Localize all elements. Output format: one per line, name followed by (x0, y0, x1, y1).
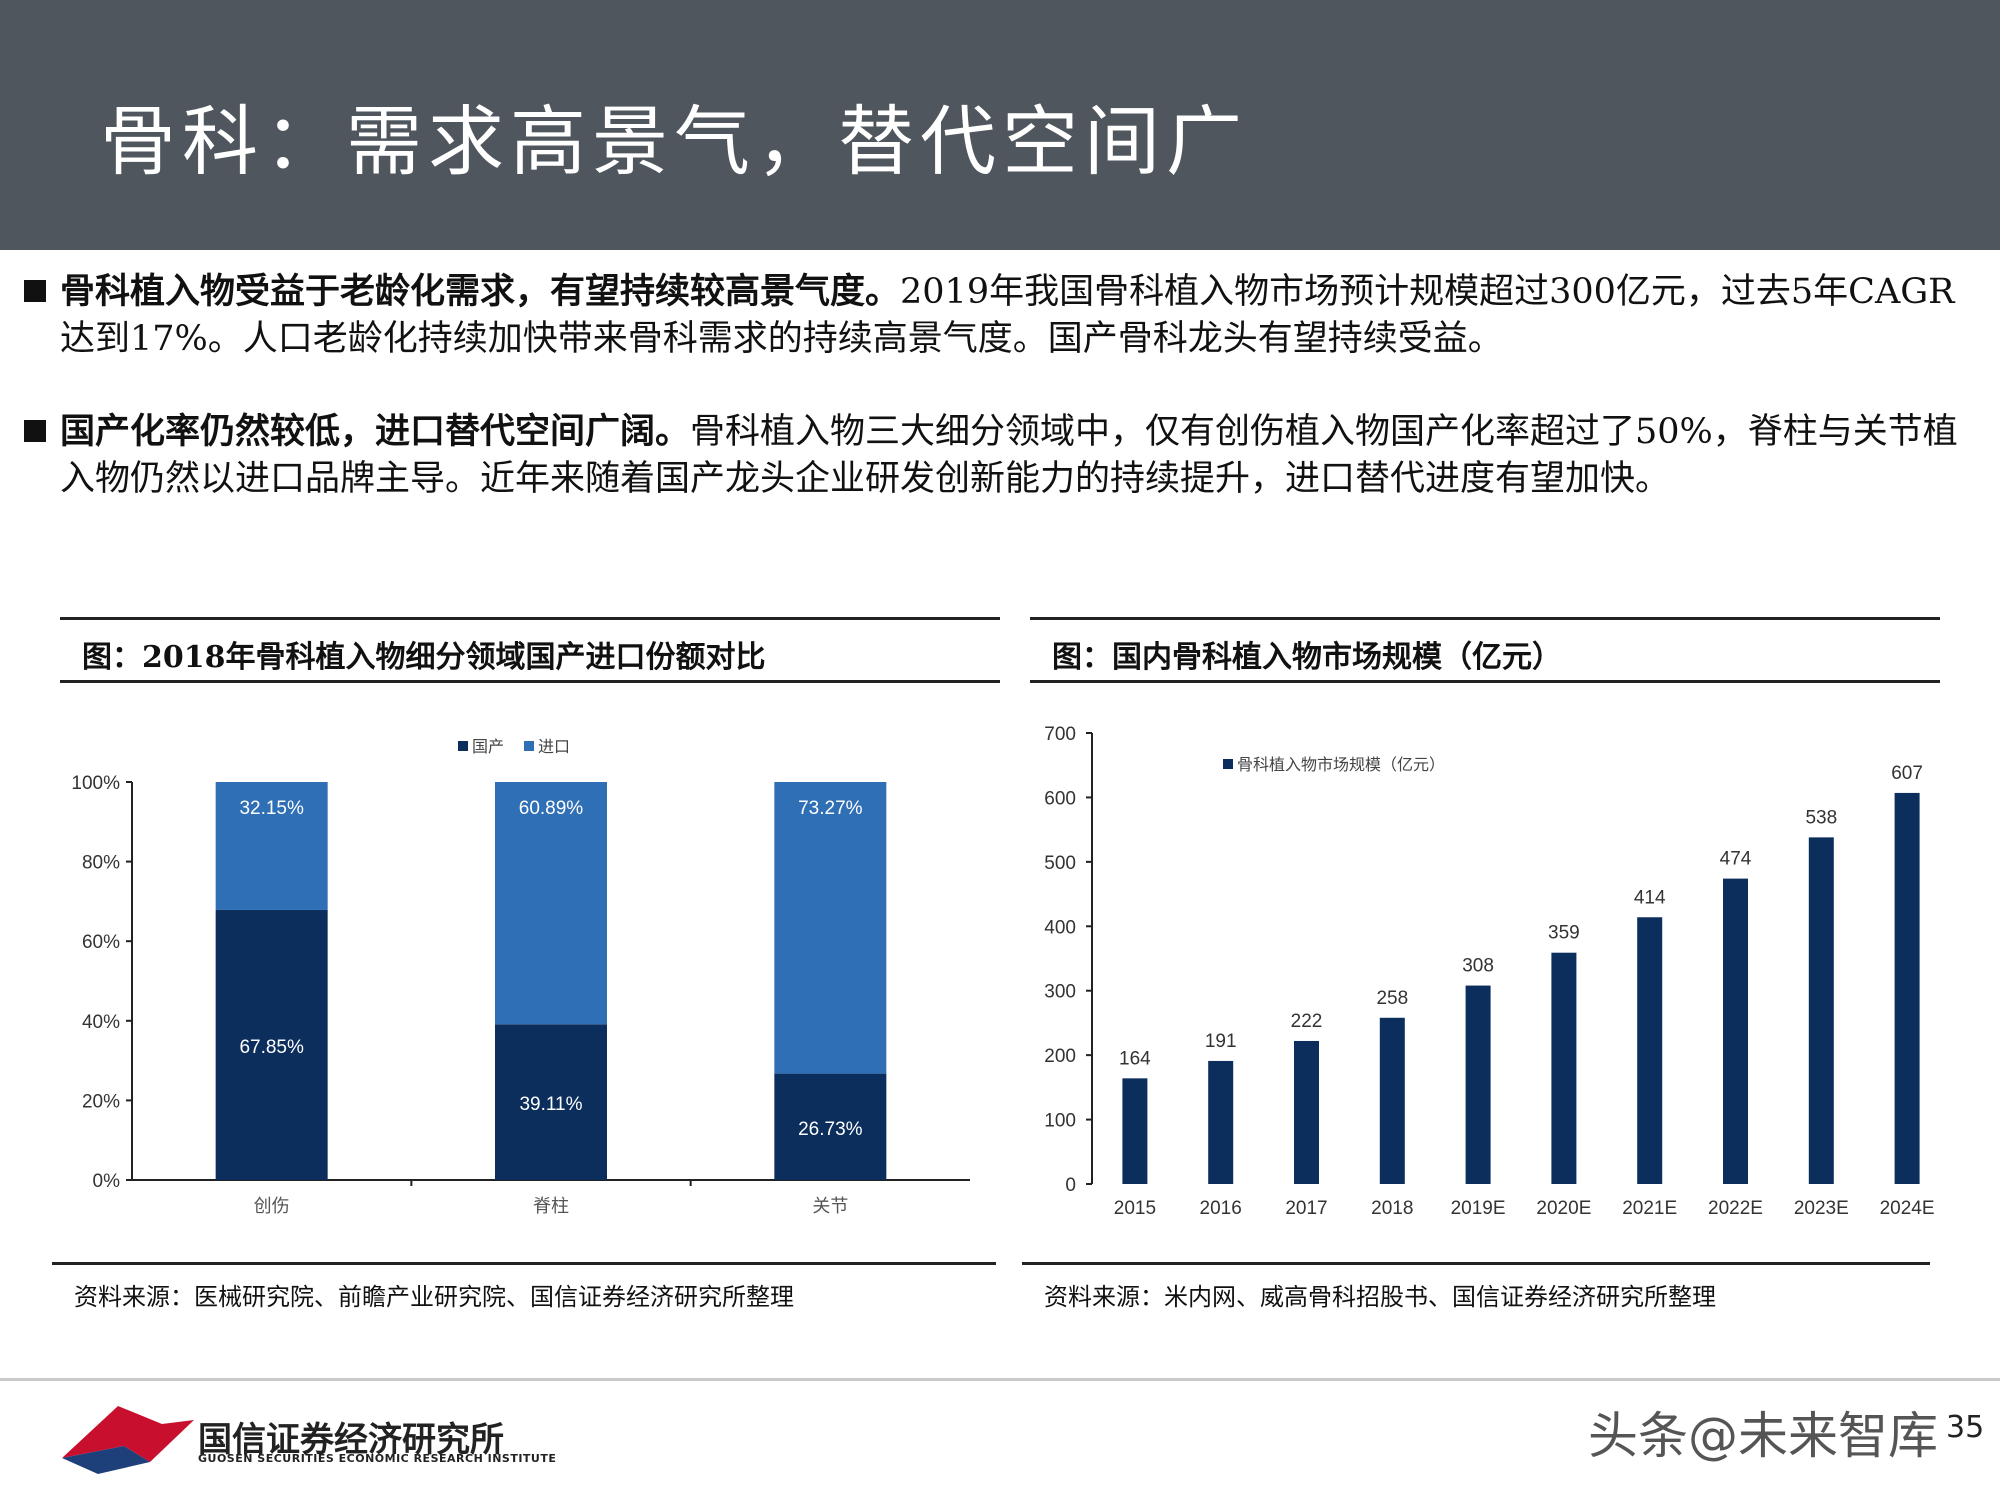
legend-swatch-import (524, 741, 534, 751)
x-tick-label: 2022E (1708, 1198, 1763, 1219)
x-tick-label: 2018 (1371, 1198, 1413, 1219)
data-label: 538 (1805, 807, 1837, 828)
bar (1894, 792, 1920, 1184)
bar (1723, 878, 1748, 1184)
stacked-bar-chart: 0% 20% 40% 60% 80% 100% 67.85% 32.15% 创伤 39.11% 60… (71, 738, 970, 1216)
y-tick-label: 300 (1044, 982, 1076, 1003)
bar (1379, 1017, 1405, 1184)
left-panel-top-rule (60, 617, 1000, 620)
bar-domestic (774, 1073, 887, 1180)
y-tick-label: 80% (82, 853, 120, 874)
legend-label: 国产 (472, 738, 504, 756)
data-label: 73.27% (798, 798, 863, 819)
data-label: 308 (1462, 956, 1494, 977)
bar (1294, 1040, 1319, 1184)
x-tick-label: 2017 (1285, 1198, 1327, 1219)
right-panel-top-rule (1030, 617, 1940, 620)
x-tick-label: 2024E (1880, 1198, 1935, 1219)
bullet-1: 骨科植入物受益于老龄化需求，有望持续较高景气度。2019年我国骨科植入物市场预计… (24, 268, 1984, 363)
data-label: 26.73% (798, 1119, 863, 1140)
watermark: 头条@未来智库 (1588, 1407, 1938, 1465)
y-tick-label: 0% (93, 1171, 121, 1192)
data-label: 39.11% (519, 1094, 582, 1115)
y-tick-label: 60% (82, 932, 120, 953)
data-label: 67.85% (239, 1037, 304, 1058)
bullet-square-icon (24, 420, 46, 442)
bar (1808, 837, 1834, 1184)
logo-subtext: GUOSEN SECURITIES ECONOMIC RESEARCH INST… (198, 1452, 557, 1465)
bullet-2-text: 国产化率仍然较低，进口替代空间广阔。骨科植入物三大细分领域中，仅有创伤植入物国产… (60, 408, 1984, 503)
bar-domestic (495, 1024, 607, 1180)
y-tick-label: 20% (82, 1091, 120, 1112)
left-panel-mid-rule (60, 680, 1000, 683)
left-chart-title: 图：2018年骨科植入物细分领域国产进口份额对比 (82, 640, 766, 675)
footer-divider (0, 1378, 2000, 1381)
data-label: 414 (1634, 887, 1666, 908)
bar (1122, 1078, 1148, 1184)
data-label: 32.15% (239, 798, 304, 819)
bar-import (495, 782, 607, 1025)
y-tick-label: 0 (1065, 1175, 1076, 1196)
legend-swatch-domestic (458, 741, 468, 751)
x-tick-label: 2015 (1114, 1198, 1156, 1219)
data-label: 222 (1291, 1011, 1323, 1032)
data-label: 607 (1891, 763, 1923, 784)
market-size-bar-chart: 0 100 200 300 400 500 600 700 164 2015 191 2016 222 2… (1044, 724, 1935, 1219)
x-tick-label: 2021E (1622, 1198, 1677, 1219)
bullet-2-bold: 国产化率仍然较低，进口替代空间广阔。 (60, 411, 691, 452)
bar (1465, 985, 1491, 1184)
bullet-1-text: 骨科植入物受益于老龄化需求，有望持续较高景气度。2019年我国骨科植入物市场预计… (60, 268, 1984, 363)
bullet-2-body: 骨科植入物三大细分领域中，仅有创伤植入物国产化率超过了50%，脊柱与关节植入物仍… (60, 412, 1958, 499)
y-tick-label: 700 (1044, 724, 1076, 745)
x-tick-label: 2019E (1451, 1198, 1506, 1219)
page-number: 35 (1946, 1410, 1985, 1445)
bar-import (215, 782, 328, 910)
bullet-2: 国产化率仍然较低，进口替代空间广阔。骨科植入物三大细分领域中，仅有创伤植入物国产… (24, 408, 1984, 503)
legend-swatch (1223, 759, 1233, 769)
x-tick-label: 脊柱 (533, 1196, 569, 1216)
data-label: 164 (1119, 1048, 1151, 1069)
bar-import (774, 782, 887, 1074)
x-tick-label: 2016 (1200, 1198, 1242, 1219)
x-tick-label: 创伤 (254, 1196, 290, 1216)
x-tick-label: 2020E (1536, 1198, 1591, 1219)
right-chart-title: 图：国内骨科植入物市场规模（亿元） (1052, 640, 1562, 675)
x-tick-label: 2023E (1794, 1198, 1849, 1219)
bar (1637, 917, 1663, 1184)
data-label: 474 (1720, 849, 1752, 870)
bar (1551, 952, 1577, 1184)
bullet-1-bold: 骨科植入物受益于老龄化需求，有望持续较高景气度。 (60, 271, 901, 312)
legend-label: 进口 (538, 738, 570, 756)
y-tick-label: 100 (1044, 1111, 1076, 1132)
y-tick-label: 200 (1044, 1046, 1076, 1067)
y-tick-label: 600 (1044, 788, 1076, 809)
bar-domestic (215, 909, 328, 1180)
data-label: 191 (1205, 1031, 1237, 1052)
x-tick-label: 关节 (812, 1196, 848, 1216)
bullet-1-body: 2019年我国骨科植入物市场预计规模超过300亿元，过去5年CAGR达到17%。… (60, 272, 1955, 359)
y-tick-label: 400 (1044, 917, 1076, 938)
y-tick-label: 500 (1044, 853, 1076, 874)
data-label: 359 (1548, 923, 1580, 944)
guosen-logo-icon (62, 1406, 194, 1474)
data-label: 258 (1376, 988, 1408, 1009)
right-chart-source: 资料来源：米内网、威高骨科招股书、国信证券经济研究所整理 (1044, 1283, 1716, 1311)
left-chart-source: 资料来源：医械研究院、前瞻产业研究院、国信证券经济研究所整理 (74, 1283, 794, 1311)
title-bar: 骨科：需求高景气，替代空间广 (0, 0, 2000, 250)
logo-text: 国信证券经济研究所 (198, 1420, 504, 1460)
right-panel-bottom-rule (1022, 1262, 1930, 1265)
page-title: 骨科：需求高景气，替代空间广 (100, 97, 1248, 186)
legend-label: 骨科植入物市场规模（亿元） (1237, 756, 1445, 774)
right-panel-mid-rule (1030, 680, 1940, 683)
data-label: 60.89% (519, 798, 584, 819)
y-tick-label: 100% (71, 773, 120, 794)
bar (1208, 1060, 1234, 1184)
left-panel-bottom-rule (52, 1262, 996, 1265)
bullet-square-icon (24, 280, 46, 302)
y-tick-label: 40% (82, 1012, 120, 1033)
